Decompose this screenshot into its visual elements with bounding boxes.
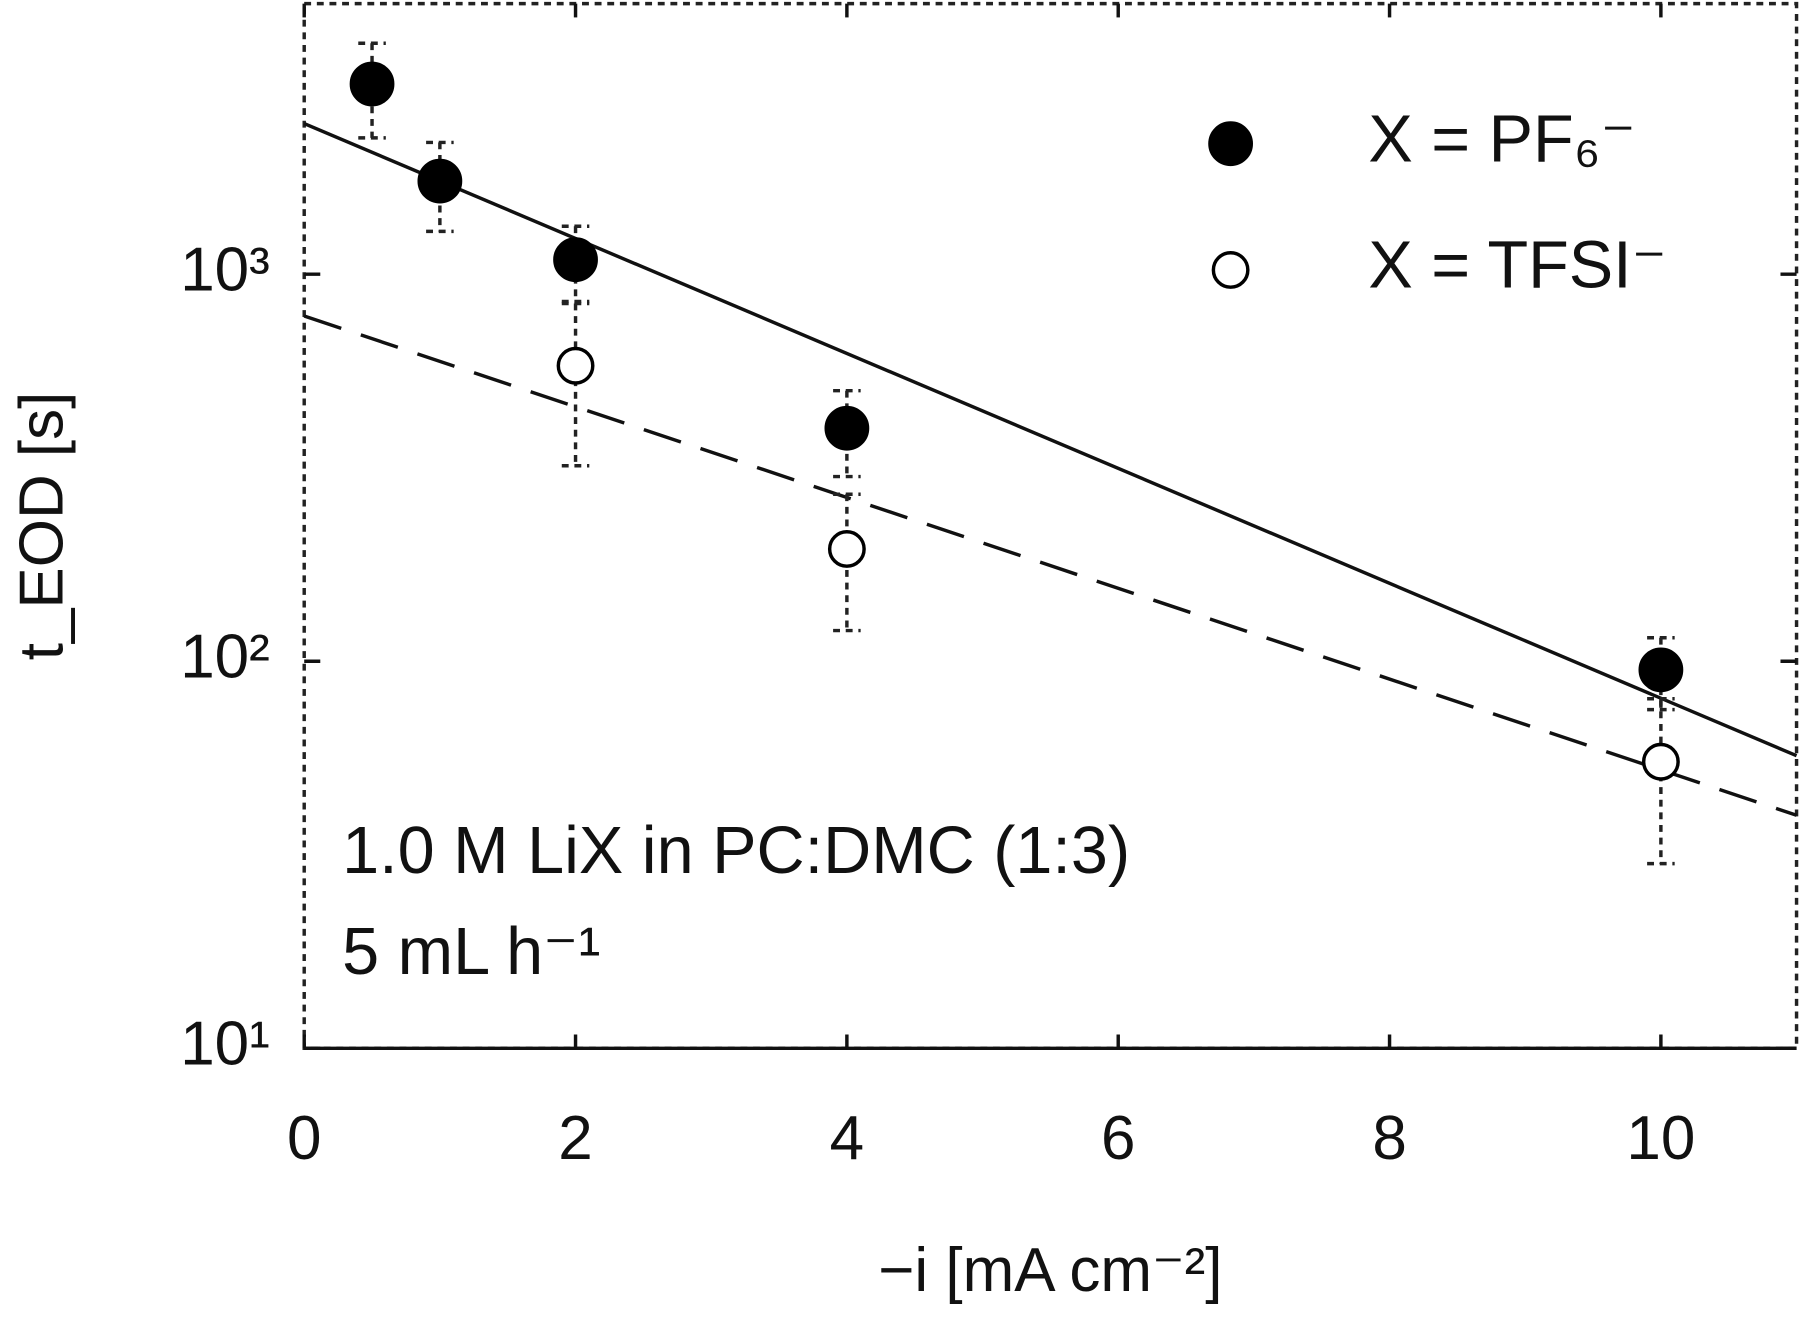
legend-label: X = PF₆⁻ <box>1368 102 1635 176</box>
error-bar <box>358 41 386 140</box>
error-bar <box>1647 636 1675 712</box>
error-bar <box>1647 697 1675 866</box>
x-tick-label: 10 <box>1626 1104 1695 1173</box>
annotation: 5 mL h⁻¹ <box>342 915 600 989</box>
x-tick-label: 0 <box>287 1104 321 1173</box>
legend-marker <box>1208 121 1253 167</box>
fit-line <box>303 314 1798 817</box>
data-point <box>553 237 598 283</box>
data-point <box>349 61 395 107</box>
data-point <box>824 405 870 451</box>
x-tick-label: 6 <box>1101 1104 1135 1173</box>
x-tick-label: 2 <box>558 1104 592 1173</box>
annotation: 1.0 M LiX in PC:DMC (1:3) <box>342 814 1130 888</box>
fit-line <box>303 121 1798 758</box>
data-point <box>1641 742 1680 781</box>
y-tick-label: 10³ <box>180 236 270 305</box>
data-point <box>1638 647 1684 693</box>
legend-label: X = TFSI⁻ <box>1368 229 1666 303</box>
x-axis-label: −i [mA cm⁻²] <box>878 1236 1222 1305</box>
data-point <box>417 158 463 204</box>
data-point <box>827 530 866 568</box>
y-tick-label: 10¹ <box>180 1010 270 1079</box>
legend-marker <box>1211 251 1250 289</box>
x-tick-label: 4 <box>830 1104 864 1173</box>
data-point <box>556 346 595 385</box>
y-tick-label: 10² <box>180 623 270 692</box>
y-axis-label: t_EOD [s] <box>7 392 76 661</box>
x-tick-label: 8 <box>1372 1104 1406 1173</box>
error-bar <box>561 224 590 304</box>
